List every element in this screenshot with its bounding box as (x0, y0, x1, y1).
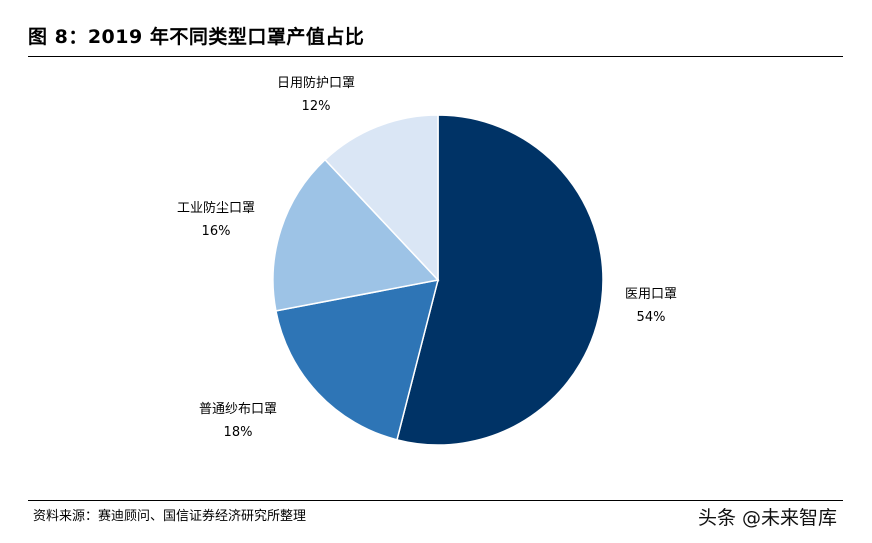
slice-value-label: 18% (224, 425, 253, 440)
pie-slice (323, 114, 439, 282)
pie-slice (275, 279, 440, 441)
slice-label: 工业防尘口罩 (177, 200, 255, 216)
footer-divider (28, 500, 843, 501)
slice-label: 医用口罩 (625, 287, 677, 302)
slice-value-label: 54% (637, 310, 666, 325)
title-divider (28, 56, 843, 57)
pie-slice (396, 114, 604, 446)
watermark: 头条 @未来智库 (698, 507, 838, 529)
source-note: 资料来源：赛迪顾问、国信证券经济研究所整理 (33, 509, 307, 524)
slice-value-label: 12% (302, 99, 331, 114)
chart-title: 图 8：2019 年不同类型口罩产值占比 (28, 26, 365, 48)
slice-label: 日用防护口罩 (277, 75, 355, 91)
slice-value-label: 16% (202, 224, 231, 239)
slice-label: 普通纱布口罩 (199, 402, 277, 417)
pie-slices (272, 114, 604, 446)
pie-slice (272, 158, 440, 312)
pie-labels: 医用口罩 54% 普通纱布口罩 18% 工业防尘口罩 16% 日用防护口罩 12% (177, 75, 677, 440)
